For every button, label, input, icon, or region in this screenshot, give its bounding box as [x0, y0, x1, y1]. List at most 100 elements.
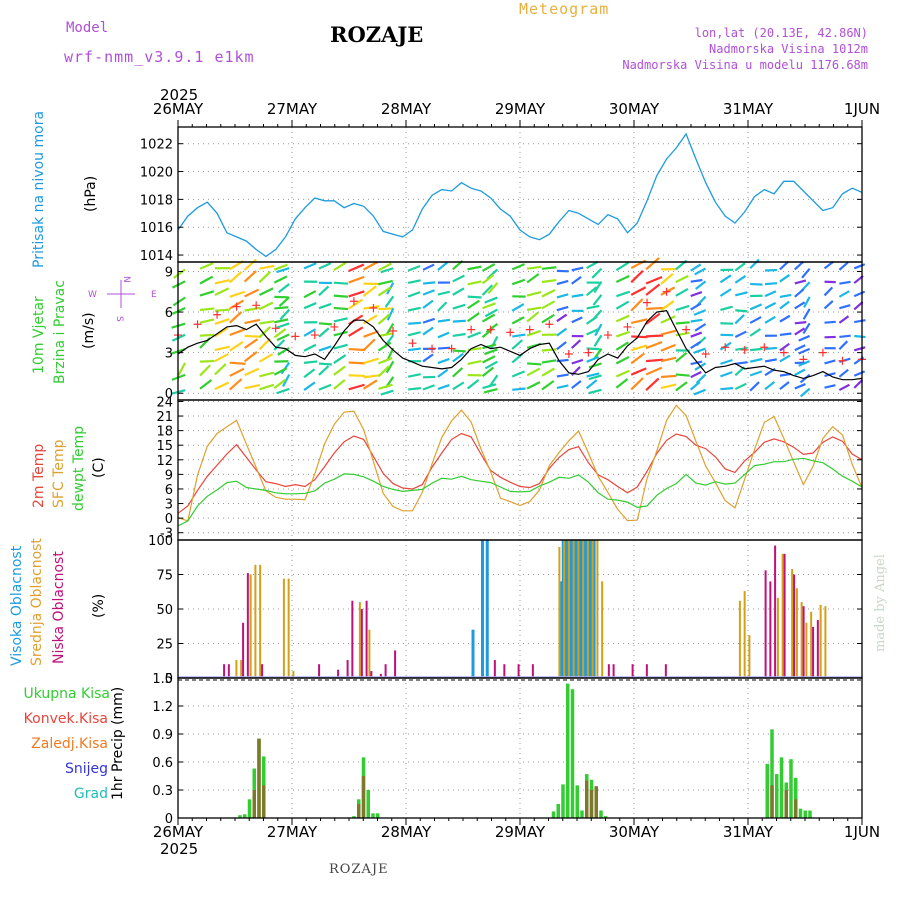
y-tick-label: 0.3: [152, 784, 173, 799]
model-name: wrf-nmm_v3.9.1 e1km: [64, 48, 255, 66]
wind-arrow: [675, 351, 688, 363]
wind-arrow: [630, 367, 647, 376]
cloud-mid-bar: [795, 588, 798, 678]
wind-arrow: [244, 306, 261, 312]
precip-conv-bar: [794, 799, 798, 818]
wind-arrow: [333, 261, 347, 271]
wind-arrow: [333, 365, 346, 376]
wind-arrow: [675, 304, 690, 312]
wind-arrow: [794, 260, 805, 271]
date-label-bottom: 29MAY: [495, 823, 546, 841]
cloud-mid-bar: [591, 540, 594, 678]
precip-total-bar: [556, 804, 560, 818]
precip-total-bar: [789, 759, 793, 818]
gust-marker: [564, 350, 573, 358]
wind-arrow: [333, 306, 349, 311]
wind-arrow: [645, 283, 661, 296]
precip-conv-bar: [252, 790, 256, 818]
wind-arrow: [407, 264, 421, 272]
wind-arrow: [838, 290, 850, 298]
wind-arrow: [437, 318, 451, 323]
wind-arrow: [615, 378, 629, 389]
wind-arrow: [452, 381, 465, 391]
wind-arrow: [690, 263, 702, 272]
wind-arrow: [452, 303, 466, 310]
wind-arrow: [333, 354, 347, 364]
wind-arrow: [318, 327, 330, 338]
precip-conv-bar: [784, 790, 788, 818]
wind-arrow-field: [171, 257, 866, 398]
wind-arrow: [690, 371, 702, 379]
wind-arrow: [467, 331, 482, 339]
wind-arrow: [318, 362, 332, 366]
wind-arrow: [646, 334, 664, 338]
wind-arrow: [630, 286, 647, 296]
wind-arrow: [384, 295, 395, 308]
wind-arrow: [823, 286, 834, 297]
wind-arrow: [282, 374, 291, 387]
wind-arrow: [303, 290, 317, 299]
cloud-mid-bar: [819, 604, 822, 678]
wind-arrow: [481, 366, 495, 378]
wind-arrow: [303, 368, 316, 379]
cloud-low-bar: [337, 669, 340, 678]
wind-arrow: [593, 280, 603, 294]
wind-arrow: [258, 326, 272, 339]
wind-arrow: [276, 322, 290, 329]
wind-arrow: [348, 374, 366, 378]
wind-arrow: [348, 263, 365, 272]
wind-arrow: [556, 384, 569, 390]
wind-arrow: [173, 268, 186, 279]
wind-arrow: [779, 293, 792, 299]
wind-arrow: [526, 265, 542, 270]
y-tick-label: 75: [156, 569, 173, 584]
wind-arrow: [199, 379, 213, 390]
wind-arrow: [452, 349, 466, 353]
wind-arrow: [422, 289, 435, 296]
wind-arrow: [214, 345, 230, 352]
elevation-text: Nadmorska Visina 1012m: [709, 42, 868, 56]
wind-arrow: [214, 278, 231, 285]
wind-arrow: [348, 298, 364, 310]
wind-arrow: [571, 358, 584, 365]
wind-arrow: [839, 334, 851, 339]
wind-arrow: [526, 273, 540, 284]
gust-marker: [721, 343, 730, 352]
date-label-top: 28MAY: [381, 100, 432, 118]
wind-arrow: [749, 303, 763, 311]
wind-arrow: [749, 357, 763, 363]
y-tick-label: 1.5: [152, 672, 173, 687]
wind-arrow: [279, 308, 291, 321]
wind-arrow: [177, 362, 187, 376]
pressure-line: [177, 132, 863, 258]
gust-marker: [701, 350, 710, 358]
wind-arrow: [199, 290, 215, 297]
wind-arrow: [838, 315, 850, 324]
wind-arrow: [585, 379, 598, 390]
wind-arrow: [171, 306, 186, 315]
y-tick-label: 1020: [140, 166, 173, 181]
wind-arrow: [487, 282, 499, 294]
wind-arrow: [258, 337, 271, 351]
y-tick-label: 0.9: [152, 728, 173, 743]
gust-marker: [643, 298, 652, 307]
wind-arrow: [526, 329, 542, 337]
wind-arrow: [824, 359, 836, 365]
wind-arrow: [719, 288, 732, 297]
wind-arrow: [694, 323, 707, 332]
wind-arrow: [798, 334, 811, 342]
wind-arrow: [437, 384, 450, 391]
cloud-low-bar: [394, 650, 397, 678]
wind-arrow: [214, 287, 230, 296]
wind-arrow: [452, 319, 466, 323]
wind-arrow: [779, 332, 792, 337]
wind-arrow: [386, 307, 395, 321]
gust-marker: [428, 344, 437, 353]
wind-arrow: [377, 313, 391, 325]
wind-arrow: [278, 296, 290, 308]
wind-arrow: [853, 263, 866, 270]
wind-arrow: [630, 318, 648, 325]
wind-arrow: [511, 316, 525, 325]
wind-arrow: [630, 344, 648, 352]
wind-arrow: [527, 362, 542, 366]
